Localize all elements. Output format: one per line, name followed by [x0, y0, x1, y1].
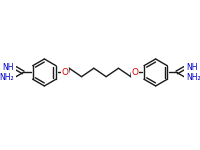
- Text: O: O: [62, 68, 69, 77]
- Text: NH: NH: [186, 63, 198, 72]
- Text: NH₂: NH₂: [186, 73, 200, 82]
- Text: NH₂: NH₂: [0, 73, 14, 82]
- Text: NH: NH: [2, 63, 14, 72]
- Text: O: O: [131, 68, 138, 77]
